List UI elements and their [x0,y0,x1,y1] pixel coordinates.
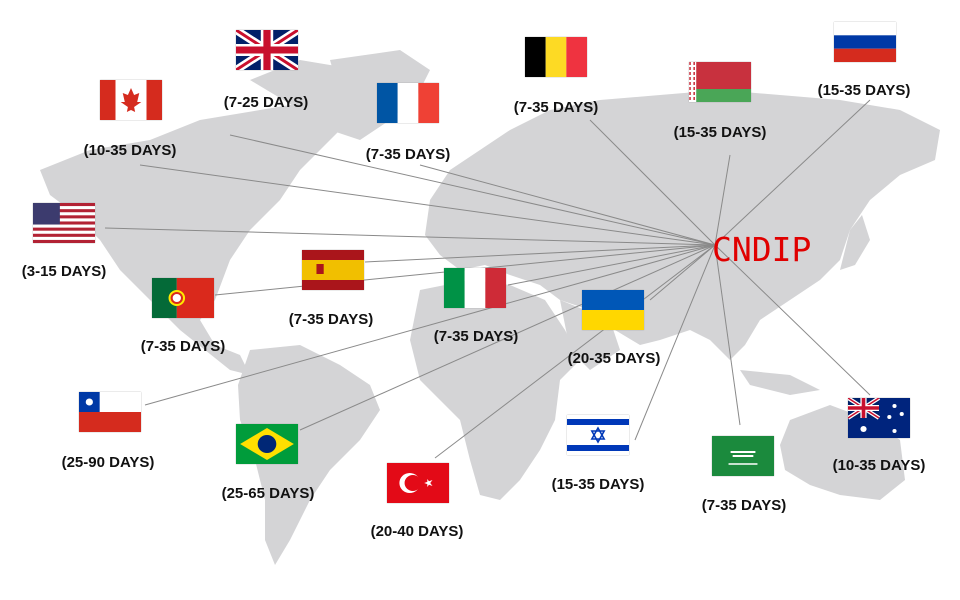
brazil-flag-icon [236,424,298,464]
delivery-time-portugal: (7-35 DAYS) [140,338,226,355]
route-line-italy [507,244,716,286]
eurasia [425,90,940,360]
spain-flag-icon [302,250,364,290]
delivery-time-ukraine: (20-35 DAYS) [567,350,661,367]
route-line-brazil [299,244,716,431]
belarus-flag-icon [689,62,751,102]
north-america [40,100,360,375]
delivery-time-chile: (25-90 DAYS) [61,454,155,471]
africa [410,280,580,500]
route-line-saudi-arabia [714,244,741,426]
delivery-time-australia: (10-35 DAYS) [832,457,926,474]
ukraine-flag-icon [582,290,644,330]
route-line-uk [229,134,716,246]
uk-flag-icon [236,30,298,70]
route-line-israel [634,244,716,441]
delivery-time-usa: (3-15 DAYS) [21,263,107,280]
france-flag-icon [377,83,439,123]
australia-flag-icon [848,398,910,438]
route-line-chile [144,244,716,406]
route-line-turkey [434,244,716,459]
route-line-ukraine [649,244,716,301]
delivery-time-russia: (15-35 DAYS) [817,82,911,99]
hub-label: CNDIP [712,230,812,269]
delivery-time-uk: (7-25 DAYS) [223,94,309,111]
italy-flag-icon [444,268,506,308]
belgium-flag-icon [525,37,587,77]
turkey-flag-icon [387,463,449,503]
route-line-spain [364,244,716,263]
delivery-time-france: (7-35 DAYS) [365,146,451,163]
route-lines [104,99,871,459]
route-line-australia [714,244,871,396]
delivery-time-italy: (7-35 DAYS) [433,328,519,345]
delivery-time-turkey: (20-40 DAYS) [370,523,464,540]
portugal-flag-icon [152,278,214,318]
canada-flag-icon [100,80,162,120]
delivery-time-belgium: (7-35 DAYS) [513,99,599,116]
saudi-arabia-flag-icon [712,436,774,476]
route-line-usa [104,227,716,246]
delivery-time-brazil: (25-65 DAYS) [221,485,315,502]
israel-flag-icon [567,415,629,455]
delivery-time-belarus: (15-35 DAYS) [673,124,767,141]
route-line-belarus [714,154,731,246]
route-line-canada [139,164,716,246]
delivery-time-spain: (7-35 DAYS) [288,311,374,328]
route-line-russia [714,99,871,246]
usa-flag-icon [33,203,95,243]
route-line-belgium [589,119,716,246]
delivery-time-canada: (10-35 DAYS) [83,142,177,159]
russia-flag-icon [834,22,896,62]
delivery-time-saudi-arabia: (7-35 DAYS) [701,497,787,514]
delivery-time-israel: (15-35 DAYS) [551,476,645,493]
south-america [238,345,380,565]
route-line-france [419,164,716,246]
chile-flag-icon [79,392,141,432]
